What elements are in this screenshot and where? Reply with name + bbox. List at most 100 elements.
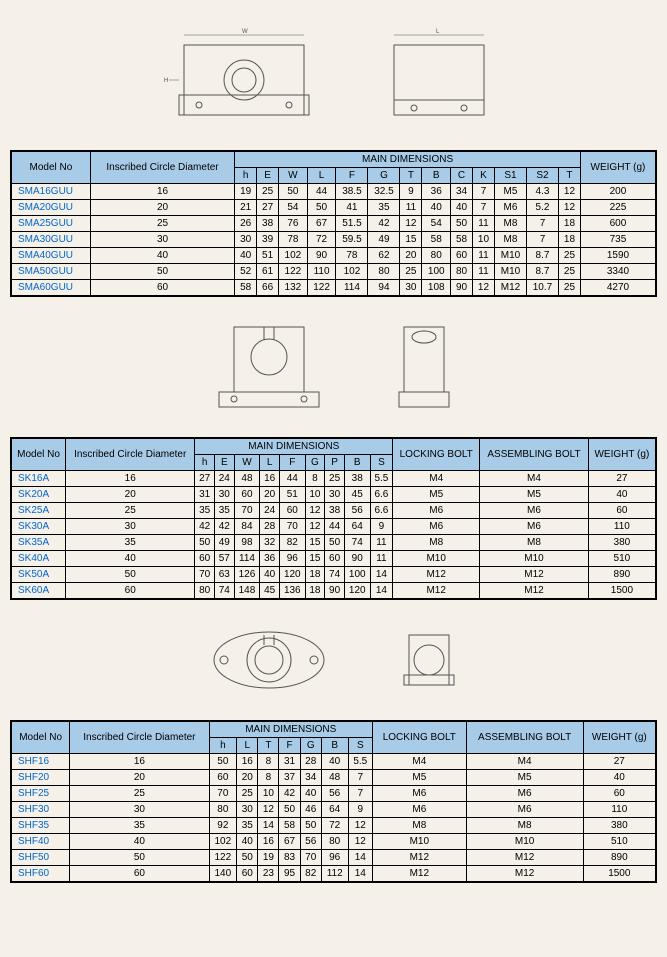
cell-model: SHF60	[11, 866, 70, 883]
col-L: L	[237, 738, 258, 754]
cell-value: 25	[559, 264, 581, 280]
cell-value: 7	[526, 216, 558, 232]
col-G: G	[300, 738, 321, 754]
cell-value: 25	[400, 264, 422, 280]
cell-value: 136	[279, 583, 305, 600]
cell-value: 27	[195, 471, 215, 487]
cell-value: 58	[422, 232, 451, 248]
cell-asmbolt: M6	[480, 519, 589, 535]
cell-value: 132	[279, 280, 308, 297]
cell-value: 8	[305, 471, 325, 487]
col-model: Model No	[11, 438, 66, 471]
cell-diameter: 50	[70, 850, 209, 866]
cell-value: 11	[370, 535, 393, 551]
cell-diameter: 50	[66, 567, 195, 583]
cell-value: 42	[215, 519, 235, 535]
cell-value: 122	[209, 850, 237, 866]
cell-value: 14	[370, 567, 393, 583]
cell-weight: 1590	[580, 248, 656, 264]
cell-value: 58	[451, 232, 473, 248]
cell-value: 60	[279, 503, 305, 519]
cell-value: 74	[344, 535, 370, 551]
cell-value: 6.6	[370, 503, 393, 519]
cell-lockbolt: M12	[373, 866, 467, 883]
cell-lockbolt: M12	[373, 850, 467, 866]
cell-value: 60	[195, 551, 215, 567]
cell-model: SK35A	[11, 535, 66, 551]
cell-value: 38	[257, 216, 279, 232]
cell-value: 70	[234, 503, 260, 519]
cell-value: 15	[400, 232, 422, 248]
svg-text:L: L	[436, 29, 440, 35]
col-S: S	[348, 738, 372, 754]
cell-value: 70	[300, 850, 321, 866]
col-lock: LOCKING BOLT	[373, 721, 467, 754]
cell-value: 80	[451, 264, 473, 280]
cell-value: 98	[234, 535, 260, 551]
cell-value: 21	[235, 200, 257, 216]
cell-lockbolt: M4	[393, 471, 480, 487]
cell-diameter: 50	[90, 264, 234, 280]
cell-value: 14	[348, 850, 372, 866]
cell-value: M5	[494, 184, 526, 200]
cell-asmbolt: M12	[466, 850, 583, 866]
cell-value: 60	[234, 487, 260, 503]
cell-value: 102	[279, 248, 308, 264]
cell-value: 9	[370, 519, 393, 535]
cell-value: 9	[400, 184, 422, 200]
cell-value: 54	[422, 216, 451, 232]
cell-value: 9	[348, 802, 372, 818]
cell-value: 36	[422, 184, 451, 200]
cell-value: 32	[260, 535, 280, 551]
cell-value: 35	[368, 200, 400, 216]
cell-weight: 735	[580, 232, 656, 248]
cell-lockbolt: M6	[393, 503, 480, 519]
col-h: h	[195, 455, 215, 471]
col-h: h	[209, 738, 237, 754]
cell-value: 148	[234, 583, 260, 600]
cell-value: 11	[400, 200, 422, 216]
cell-value: 31	[195, 487, 215, 503]
cell-value: M6	[494, 200, 526, 216]
cell-weight: 40	[583, 770, 656, 786]
cell-value: 8	[258, 754, 279, 770]
cell-model: SK30A	[11, 519, 66, 535]
col-asm: ASSEMBLING BOLT	[480, 438, 589, 471]
col-h: h	[235, 168, 257, 184]
cell-value: M10	[494, 264, 526, 280]
cell-value: 30	[215, 487, 235, 503]
cell-value: 45	[260, 583, 280, 600]
cell-model: SK40A	[11, 551, 66, 567]
cell-weight: 110	[588, 519, 656, 535]
cell-value: 42	[195, 519, 215, 535]
cell-weight: 200	[580, 184, 656, 200]
cell-value: 40	[300, 786, 321, 802]
cell-value: 54	[279, 200, 308, 216]
cell-model: SMA40GUU	[11, 248, 90, 264]
col-model: Model No	[11, 721, 70, 754]
cell-value: 122	[279, 264, 308, 280]
cell-weight: 110	[583, 802, 656, 818]
cell-value: 80	[368, 264, 400, 280]
cell-value: 44	[279, 471, 305, 487]
cell-value: 94	[368, 280, 400, 297]
table-row: SK40A406057114369615609011M10M10510	[11, 551, 656, 567]
cell-model: SMA25GUU	[11, 216, 90, 232]
cell-value: 140	[209, 866, 237, 883]
cell-value: 62	[368, 248, 400, 264]
cell-value: 12	[473, 280, 495, 297]
col-B: B	[344, 455, 370, 471]
cell-value: 28	[260, 519, 280, 535]
col-P: P	[325, 455, 345, 471]
cell-asmbolt: M10	[480, 551, 589, 567]
cell-value: 38.5	[336, 184, 368, 200]
table-row: SHF60601406023958211214M12M121500	[11, 866, 656, 883]
col-F: F	[279, 738, 300, 754]
cell-value: 59.5	[336, 232, 368, 248]
cell-value: 114	[336, 280, 368, 297]
table-row: SHF30308030125046649M6M6110	[11, 802, 656, 818]
cell-value: 50	[325, 535, 345, 551]
cell-lockbolt: M6	[373, 802, 467, 818]
cell-lockbolt: M12	[393, 567, 480, 583]
col-B: B	[321, 738, 348, 754]
